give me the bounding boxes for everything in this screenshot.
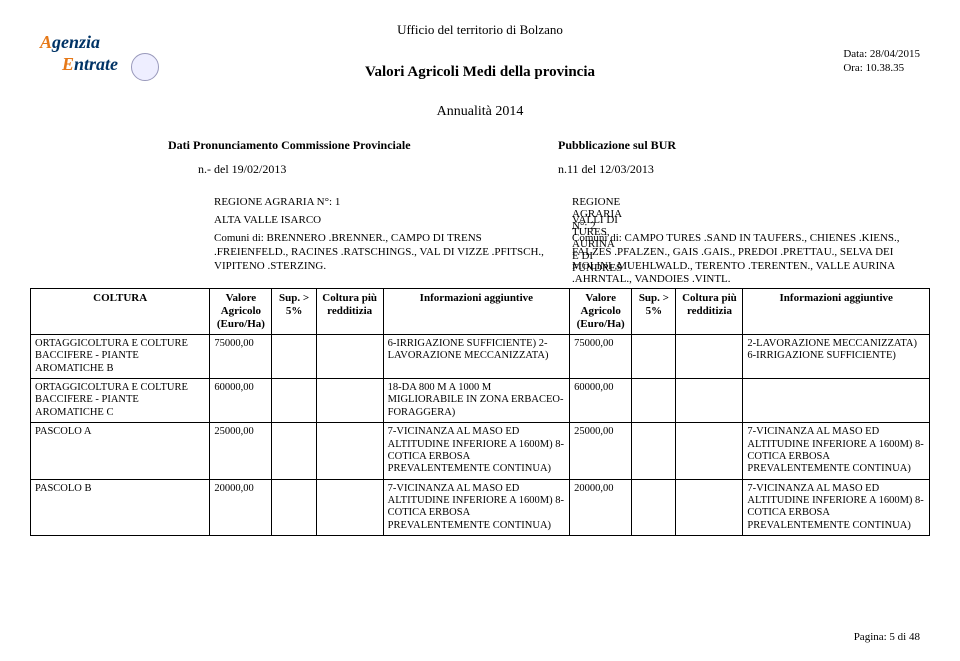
cell-r1: [316, 379, 383, 423]
pub-label: Pubblicazione sul BUR: [558, 138, 676, 153]
cell-s1: [272, 479, 316, 536]
cell-r2: [676, 423, 743, 480]
cell-info2: 7-VICINANZA AL MASO ED ALTITUDINE INFERI…: [743, 423, 930, 480]
cell-v2: 20000,00: [570, 479, 632, 536]
region1-name: ALTA VALLE ISARCO: [214, 214, 321, 226]
cell-s2: [632, 379, 676, 423]
th-coltura: COLTURA: [31, 289, 210, 335]
cell-s2: [632, 334, 676, 378]
th-red-1: Coltura più redditizia: [316, 289, 383, 335]
page: Agenzia Entrate Ufficio del territorio d…: [0, 0, 960, 661]
cell-info2: 7-VICINANZA AL MASO ED ALTITUDINE INFERI…: [743, 479, 930, 536]
th-info-1: Informazioni aggiuntive: [383, 289, 569, 335]
th-valore-1: Valore Agricolo (Euro/Ha): [210, 289, 272, 335]
region-titles: REGIONE AGRARIA N°: 1 REGIONE AGRARIA N°…: [214, 196, 340, 208]
th-info-2: Informazioni aggiuntive: [743, 289, 930, 335]
cell-r1: [316, 334, 383, 378]
cell-s1: [272, 379, 316, 423]
th-red-2: Coltura più redditizia: [676, 289, 743, 335]
cell-v2: 25000,00: [570, 423, 632, 480]
cell-coltura: PASCOLO B: [31, 479, 210, 536]
table-header-row: COLTURA Valore Agricolo (Euro/Ha) Sup. >…: [31, 289, 930, 335]
cell-s1: [272, 423, 316, 480]
cell-s2: [632, 423, 676, 480]
cell-v1: 25000,00: [210, 423, 272, 480]
date-time: Data: 28/04/2015 Ora: 10.38.35: [843, 48, 920, 76]
cell-s2: [632, 479, 676, 536]
office-heading: Ufficio del territorio di Bolzano: [0, 22, 960, 38]
cell-s1: [272, 334, 316, 378]
cell-coltura: ORTAGGICOLTURA E COLTURE BACCIFERE - PIA…: [31, 334, 210, 378]
page-number: Pagina: 5 di 48: [854, 631, 920, 643]
table-row: PASCOLO B 20000,00 7-VICINANZA AL MASO E…: [31, 479, 930, 536]
cell-coltura: ORTAGGICOLTURA E COLTURE BACCIFERE - PIA…: [31, 379, 210, 423]
cell-r1: [316, 479, 383, 536]
cell-info1: 7-VICINANZA AL MASO ED ALTITUDINE INFERI…: [383, 479, 569, 536]
cell-r2: [676, 334, 743, 378]
date-label: Data: 28/04/2015: [843, 48, 920, 62]
region2-comuni: Comuni di: CAMPO TURES .SAND IN TAUFERS.…: [572, 232, 932, 287]
cell-v2: 60000,00: [570, 379, 632, 423]
main-title: Valori Agricoli Medi della provincia: [0, 64, 960, 81]
cell-info1: 7-VICINANZA AL MASO ED ALTITUDINE INFERI…: [383, 423, 569, 480]
region-names: ALTA VALLE ISARCO VALLI DI TURES, AURINA…: [214, 214, 321, 226]
cell-coltura: PASCOLO A: [31, 423, 210, 480]
cell-v1: 75000,00: [210, 334, 272, 378]
table-row: ORTAGGICOLTURA E COLTURE BACCIFERE - PIA…: [31, 379, 930, 423]
th-sup-1: Sup. > 5%: [272, 289, 316, 335]
n-row: n.- del 19/02/2013 n.11 del 12/03/2013: [198, 162, 870, 177]
cell-v1: 60000,00: [210, 379, 272, 423]
dati-row: Dati Pronunciamento Commissione Provinci…: [168, 138, 870, 153]
dati-label: Dati Pronunciamento Commissione Provinci…: [168, 138, 411, 152]
cell-info2: 2-LAVORAZIONE MECCANIZZATA) 6-IRRIGAZION…: [743, 334, 930, 378]
cell-info1: 18-DA 800 M A 1000 M MIGLIORABILE IN ZON…: [383, 379, 569, 423]
cell-info1: 6-IRRIGAZIONE SUFFICIENTE) 2-LAVORAZIONE…: [383, 334, 569, 378]
annual-line: Annualità 2014: [0, 104, 960, 120]
table-row: ORTAGGICOLTURA E COLTURE BACCIFERE - PIA…: [31, 334, 930, 378]
cell-info2: [743, 379, 930, 423]
data-table: COLTURA Valore Agricolo (Euro/Ha) Sup. >…: [30, 288, 930, 536]
th-valore-2: Valore Agricolo (Euro/Ha): [570, 289, 632, 335]
cell-r1: [316, 423, 383, 480]
n-right: n.11 del 12/03/2013: [558, 162, 654, 177]
region1-title: REGIONE AGRARIA N°: 1: [214, 196, 340, 208]
cell-r2: [676, 479, 743, 536]
cell-v2: 75000,00: [570, 334, 632, 378]
cell-r2: [676, 379, 743, 423]
time-label: Ora: 10.38.35: [843, 62, 920, 76]
cell-v1: 20000,00: [210, 479, 272, 536]
n-left: n.- del 19/02/2013: [198, 162, 286, 176]
region1-comuni: Comuni di: BRENNERO .BRENNER., CAMPO DI …: [214, 232, 554, 273]
table-row: PASCOLO A 25000,00 7-VICINANZA AL MASO E…: [31, 423, 930, 480]
th-sup-2: Sup. > 5%: [632, 289, 676, 335]
